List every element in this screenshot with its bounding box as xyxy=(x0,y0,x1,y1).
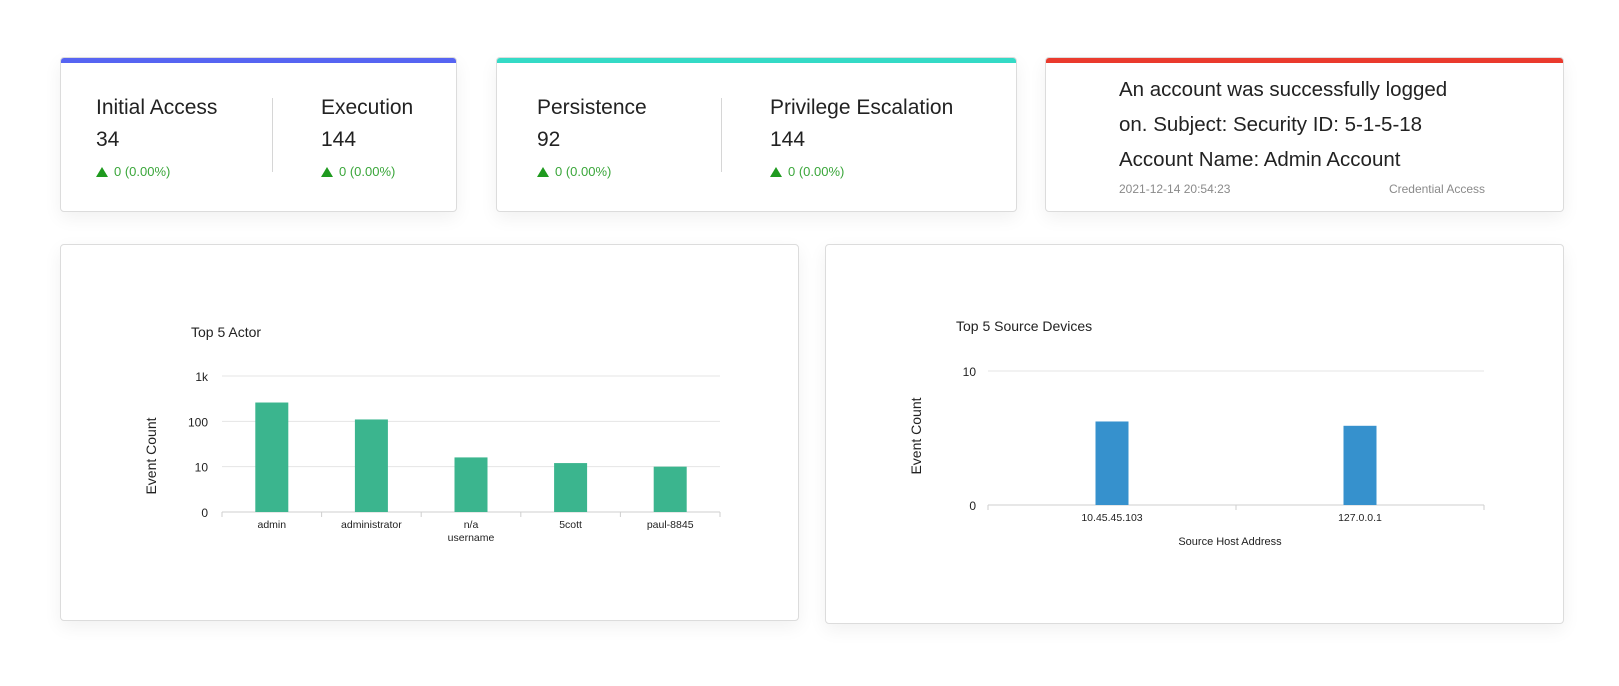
y-tick-label: 100 xyxy=(188,415,208,429)
stat-value: 34 xyxy=(96,128,120,151)
x-axis-label: Source Host Address xyxy=(1178,536,1282,548)
y-axis-label: Event Count xyxy=(143,417,159,494)
stat-value: 144 xyxy=(321,128,357,151)
stat-trend: 0 (0.00%) xyxy=(321,164,413,179)
stat-divider xyxy=(272,98,273,172)
trend-up-icon xyxy=(96,166,108,177)
trend-text: 0 (0.00%) xyxy=(788,164,845,179)
card-accent-bar xyxy=(61,58,456,63)
stat-label: Privilege Escalation xyxy=(770,96,954,119)
bar[interactable] xyxy=(454,457,488,512)
stat-trend: 0 (0.00%) xyxy=(770,164,953,179)
bar[interactable] xyxy=(1095,421,1129,505)
chart-title: Top 5 Source Devices xyxy=(956,318,1092,334)
trend-text: 0 (0.00%) xyxy=(114,164,171,179)
event-card[interactable]: An account was successfully logged on. S… xyxy=(1045,57,1564,212)
event-tactic-label: Credential Access xyxy=(1388,182,1485,196)
y-tick-label: 0 xyxy=(969,499,976,513)
x-tick-label: administrator xyxy=(341,519,402,531)
x-tick-label: paul-8845 xyxy=(647,519,694,531)
bar[interactable] xyxy=(554,463,588,512)
stat-privilege-escalation[interactable]: Privilege Escalation 144 0 (0.00%) xyxy=(770,94,953,179)
y-tick-label: 10 xyxy=(195,461,209,475)
bar[interactable] xyxy=(255,402,289,512)
y-tick-label: 10 xyxy=(963,365,977,379)
top-actor-chart: Top 5 Actor Event Count 0 10 100 1k admin ad… xyxy=(143,324,721,544)
y-axis-label: Event Count xyxy=(908,397,924,474)
stat-value: 92 xyxy=(537,128,561,151)
x-tick-label: username xyxy=(448,532,495,544)
chart-title: Top 5 Actor xyxy=(191,324,261,340)
trend-text: 0 (0.00%) xyxy=(555,164,612,179)
stat-divider xyxy=(721,98,722,172)
top-source-devices-chart: Top 5 Source Devices Event Count Source … xyxy=(908,318,1485,548)
top-actor-chart-card: Top 5 Actor Event Count 0 10 100 1k admin ad… xyxy=(60,244,799,621)
stat-value: 144 xyxy=(770,128,806,151)
stat-label: Initial Access xyxy=(96,96,218,119)
trend-up-icon xyxy=(770,166,782,177)
trend-up-icon xyxy=(537,166,549,177)
y-tick-label: 1k xyxy=(195,370,209,384)
bar[interactable] xyxy=(1343,425,1377,505)
x-tick-label: admin xyxy=(257,519,286,531)
stat-label: Persistence xyxy=(537,96,647,119)
event-message: An account was successfully logged on. S… xyxy=(1119,78,1448,171)
bar[interactable] xyxy=(354,419,388,512)
trend-text: 0 (0.00%) xyxy=(339,164,396,179)
x-tick-label: 10.45.45.103 xyxy=(1081,512,1142,524)
tactic-card-2: Persistence 92 0 (0.00%) Privilege Escal… xyxy=(496,57,1017,212)
tactic-card-1: Initial Access 34 0 (0.00%) Execution 14… xyxy=(60,57,457,212)
card-accent-bar xyxy=(1046,58,1563,63)
stat-label: Execution xyxy=(321,96,414,119)
card-accent-bar xyxy=(497,58,1016,63)
y-tick-label: 0 xyxy=(201,506,208,520)
trend-up-icon xyxy=(321,166,333,177)
top-source-devices-chart-card: Top 5 Source Devices Event Count Source … xyxy=(825,244,1564,624)
bar[interactable] xyxy=(653,466,687,512)
x-tick-label: n/a xyxy=(464,519,479,531)
x-tick-label: 5cott xyxy=(559,519,582,531)
x-tick-label: 127.0.0.1 xyxy=(1338,512,1382,524)
event-timestamp: 2021-12-14 20:54:23 xyxy=(1119,182,1231,196)
stat-trend: 0 (0.00%) xyxy=(537,164,647,179)
stat-persistence[interactable]: Persistence 92 0 (0.00%) xyxy=(537,94,647,179)
stat-initial-access[interactable]: Initial Access 34 0 (0.00%) xyxy=(96,94,217,179)
stat-trend: 0 (0.00%) xyxy=(96,164,217,179)
stat-execution[interactable]: Execution 144 0 (0.00%) xyxy=(321,94,413,179)
